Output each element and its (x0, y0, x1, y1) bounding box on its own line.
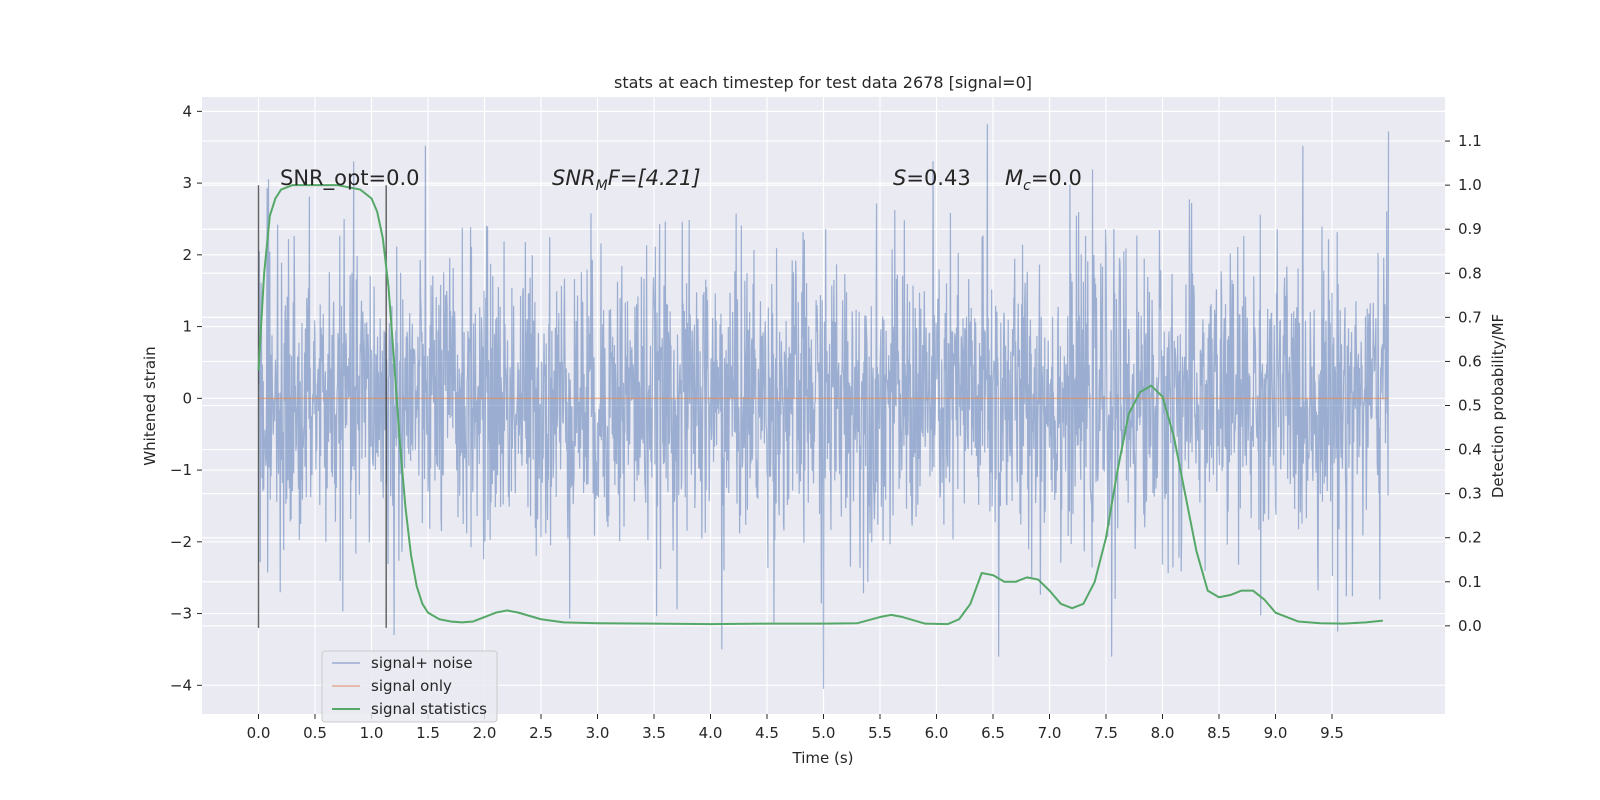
x-tick-label: 9.0 (1264, 724, 1288, 742)
annotation-mc-main: M (1005, 166, 1023, 190)
right-tick-label: 0.8 (1458, 264, 1482, 282)
x-tick-label: 2.0 (473, 724, 497, 742)
legend-box (321, 650, 498, 723)
x-tick-label: 4.0 (699, 724, 723, 742)
series-signal-noise (257, 124, 1390, 689)
y-tick-label: 3 (182, 174, 192, 192)
y-tick-label: 2 (182, 246, 192, 264)
x-tick-label: 7.0 (1038, 724, 1062, 742)
right-tick-label: 0.0 (1458, 617, 1482, 635)
right-tick-label: 0.5 (1458, 397, 1482, 415)
y-tick-label: 1 (182, 318, 192, 336)
annotation-snr-mf: SNRMF=[4.21] (552, 166, 701, 194)
statistics-line (257, 184, 1383, 626)
annotation-snr-mf-rest: F=[4.21] (608, 166, 701, 190)
right-tick-label: 0.9 (1458, 220, 1482, 238)
y-tick-label: −2 (170, 533, 192, 551)
legend-label-signal-only: signal only (371, 677, 452, 695)
chart-title: stats at each timestep for test data 267… (614, 73, 1032, 92)
y-tick-label: −1 (170, 461, 192, 479)
right-tick-label: 1.0 (1458, 176, 1482, 194)
x-tick-label: 2.5 (529, 724, 553, 742)
right-tick-label: 0.6 (1458, 352, 1482, 370)
right-tick-label: 0.3 (1458, 485, 1482, 503)
annotation-snr-mf-sub: M (596, 178, 608, 194)
x-tick-label: 6.5 (981, 724, 1005, 742)
annotation-snr-mf-main: SNR (552, 166, 596, 190)
annotation-s-rest: =0.43 (906, 166, 970, 190)
noise-trace (257, 124, 1390, 689)
x-tick-label: 1.0 (360, 724, 384, 742)
right-tick-label: 0.2 (1458, 529, 1482, 547)
x-tick-label: 0.5 (303, 724, 327, 742)
x-tick-label: 3.5 (642, 724, 666, 742)
annotation-snr-opt: SNR_opt=0.0 (280, 166, 420, 191)
y-tick-label: 0 (182, 389, 192, 407)
legend: signal+ noise signal only signal statist… (321, 650, 498, 723)
right-tick-label: 0.1 (1458, 573, 1482, 591)
y-axis-ticks: −4 −3 −2 −1 0 1 2 3 4 (170, 102, 202, 694)
y-tick-label: −4 (170, 676, 192, 694)
right-tick-label: 0.7 (1458, 308, 1482, 326)
legend-label-signal-statistics: signal statistics (371, 700, 487, 718)
x-tick-label: 4.5 (755, 724, 779, 742)
right-tick-label: 1.1 (1458, 132, 1482, 150)
right-axis-label: Detection probability/MF (1489, 314, 1507, 498)
x-tick-label: 5.0 (812, 724, 836, 742)
x-axis-ticks: 0.0 0.5 1.0 1.5 2.0 2.5 3.0 3.5 4.0 4.5 5.0 5.5 6.0 6… (247, 714, 1344, 742)
y-axis-label: Whitened strain (141, 346, 159, 465)
annotation-s: S=0.43 (893, 166, 971, 190)
x-tick-label: 8.0 (1151, 724, 1175, 742)
annotation-mc-rest: =0.0 (1031, 166, 1082, 190)
series-signal-statistics (257, 184, 1383, 626)
right-axis-ticks: 0.0 0.1 0.2 0.3 0.4 0.5 0.6 0.7 0.8 0.9 1.0 1.1 (1445, 132, 1482, 635)
annotation-mc-sub: c (1023, 178, 1031, 194)
annotation-mc: Mc=0.0 (1005, 166, 1082, 194)
x-tick-label: 1.5 (416, 724, 440, 742)
x-tick-label: 9.5 (1320, 724, 1344, 742)
x-axis-label: Time (s) (792, 749, 854, 767)
y-tick-label: −3 (170, 605, 192, 623)
x-tick-label: 6.0 (925, 724, 949, 742)
x-tick-label: 7.5 (1094, 724, 1118, 742)
x-tick-label: 3.0 (586, 724, 610, 742)
x-tick-label: 0.0 (247, 724, 271, 742)
legend-label-signal-noise: signal+ noise (371, 654, 473, 672)
annotation-s-main: S (893, 166, 906, 190)
right-tick-label: 0.4 (1458, 441, 1482, 459)
x-tick-label: 5.5 (868, 724, 892, 742)
y-tick-label: 4 (182, 102, 192, 120)
x-tick-label: 8.5 (1207, 724, 1231, 742)
